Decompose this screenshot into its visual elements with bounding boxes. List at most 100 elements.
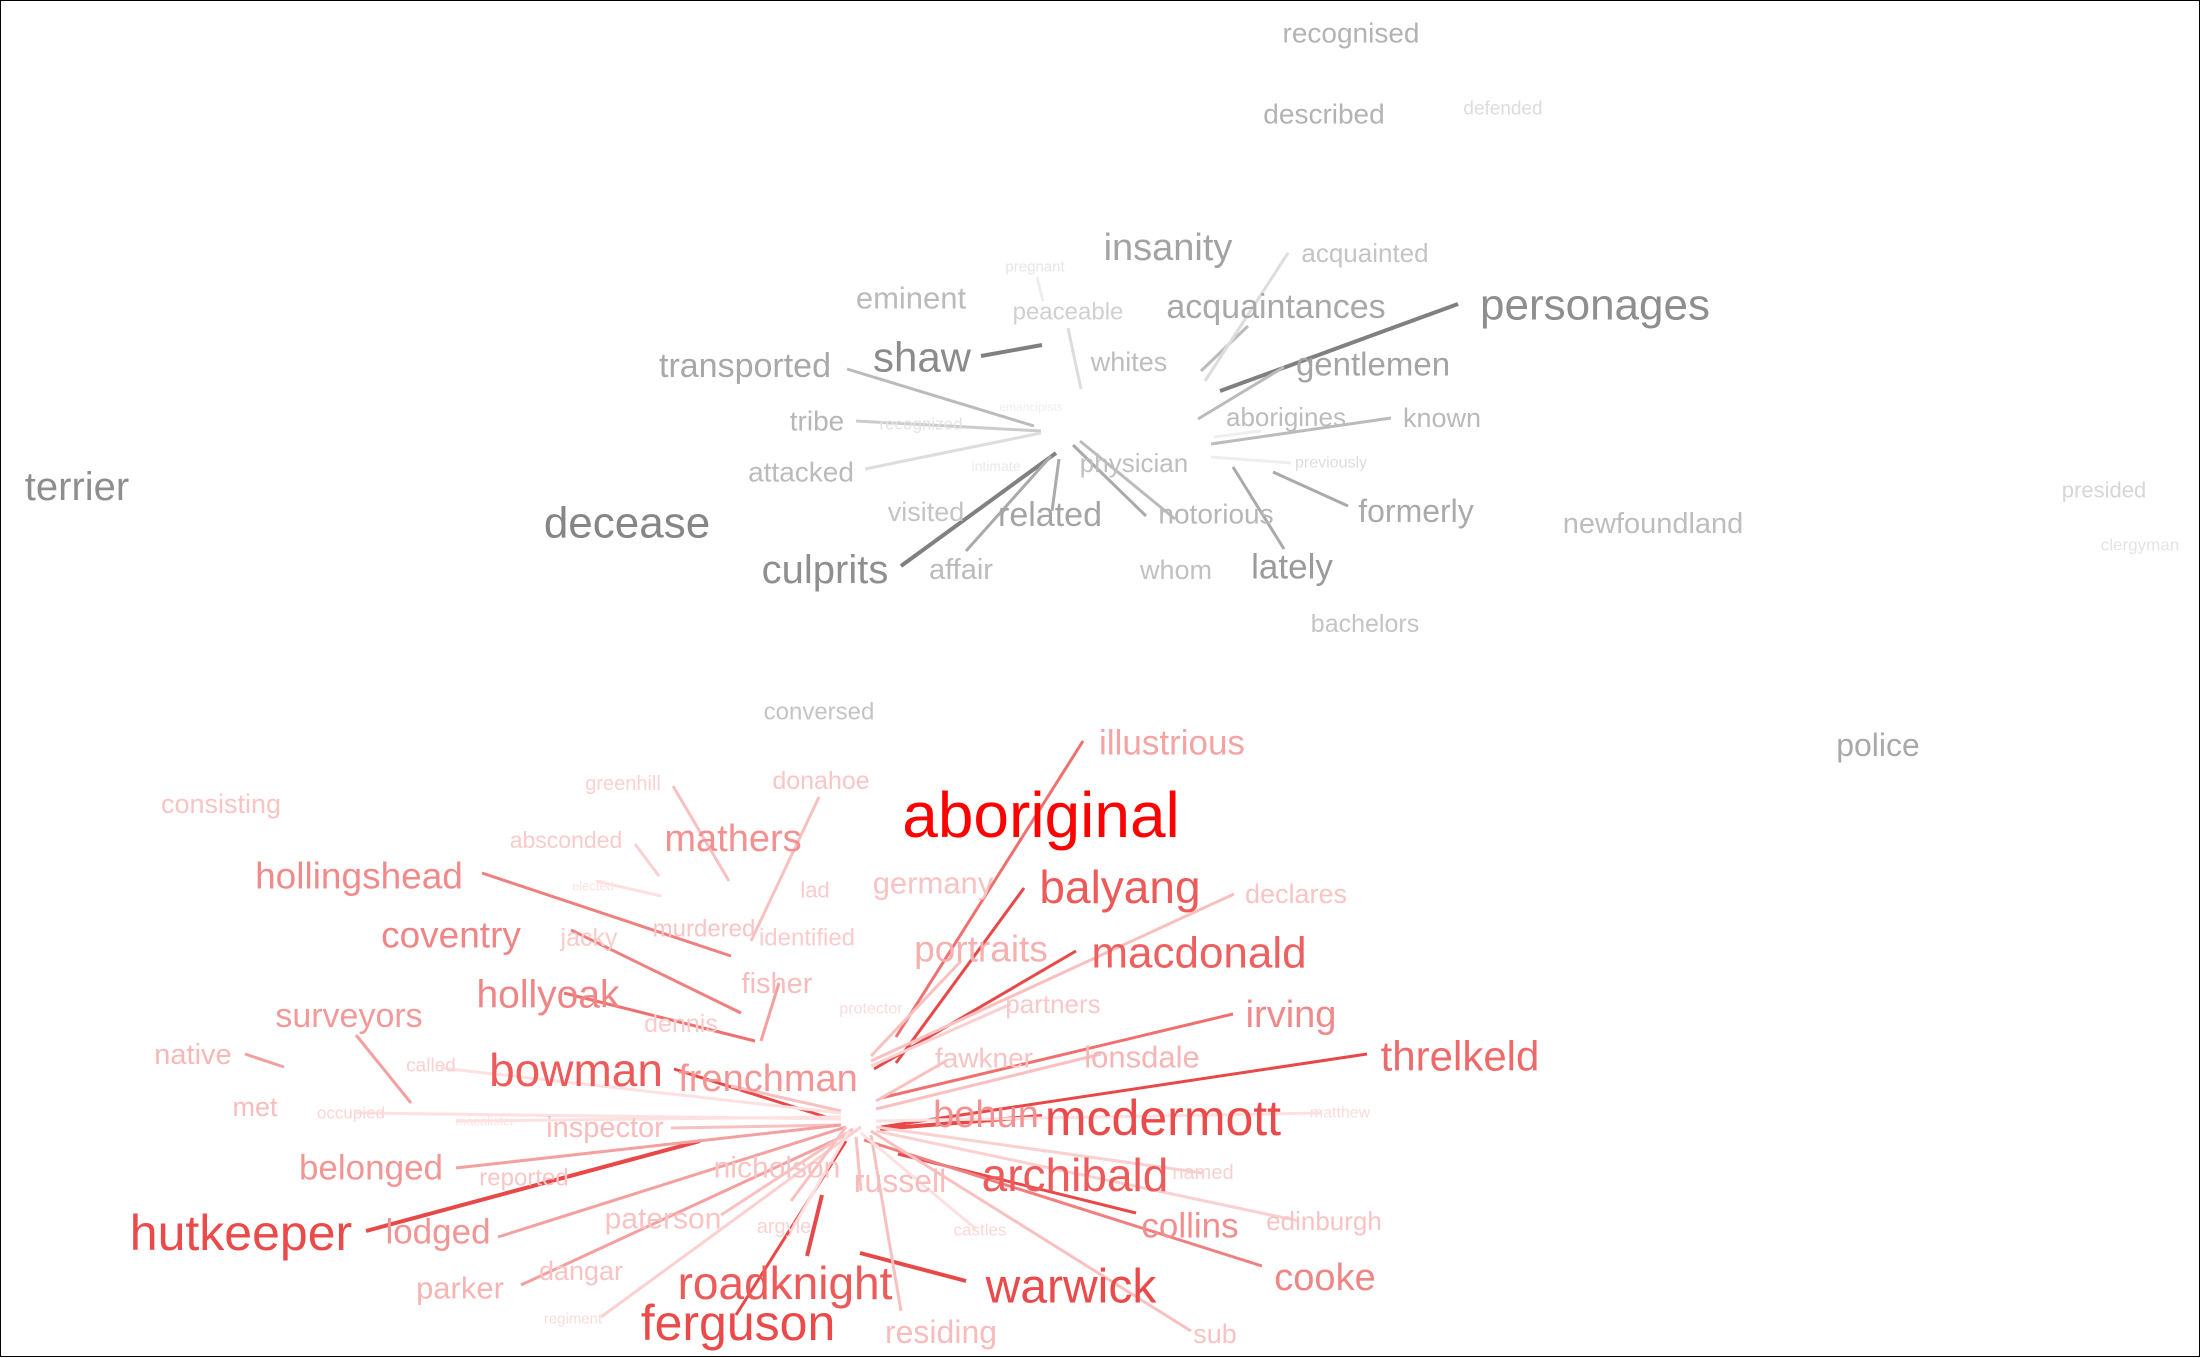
word-label: affair: [929, 554, 993, 586]
edge-line: [880, 1012, 1234, 1100]
word-label: intimate: [971, 458, 1020, 474]
word-label: lodged: [385, 1213, 490, 1252]
word-label: reported: [479, 1165, 568, 1192]
word-label: surveyors: [275, 997, 422, 1035]
edge-line: [855, 419, 1042, 433]
edge-line: [1210, 455, 1292, 465]
edge-line: [497, 1125, 847, 1239]
word-label: met: [232, 1092, 278, 1122]
word-label: fawkner: [935, 1043, 1033, 1074]
edge-line: [863, 1138, 1263, 1268]
word-label: aboriginal: [902, 779, 1180, 851]
word-label: decease: [544, 499, 710, 548]
edge-line: [869, 1134, 903, 1312]
word-label: whom: [1139, 555, 1212, 585]
word-label: archibald: [982, 1149, 1169, 1201]
word-label: germany: [873, 866, 994, 901]
word-label: coventry: [381, 915, 521, 956]
word-label: regiment: [544, 1311, 603, 1328]
word-label: ferguson: [641, 1295, 836, 1351]
word-label: balyang: [1039, 861, 1200, 913]
edge-line: [570, 928, 742, 1015]
edge-line: [365, 1139, 701, 1233]
word-label: hollyoak: [476, 974, 620, 1017]
edge-line: [670, 1123, 842, 1130]
edge-line: [1197, 365, 1285, 421]
word-label: defended: [1463, 99, 1542, 120]
word-label: protector: [839, 1001, 903, 1018]
word-label: partners: [1005, 989, 1100, 1019]
word-label: belonged: [299, 1149, 443, 1188]
word-label: illustrious: [1099, 724, 1245, 763]
word-label: newfoundland: [1563, 508, 1744, 540]
word-label: described: [1263, 99, 1384, 130]
word-label: whites: [1090, 347, 1168, 377]
word-label: roadknight: [678, 1257, 893, 1309]
word-label: mathers: [664, 818, 801, 860]
word-label: elected: [572, 879, 614, 894]
word-label: parker: [416, 1271, 504, 1306]
edge-line: [749, 796, 821, 942]
edge-line: [520, 1133, 847, 1287]
edge-line: [875, 1125, 1204, 1175]
edge-line: [730, 1084, 842, 1113]
word-label-layer: recognised described defended insanity acqua…: [25, 18, 2179, 1352]
word-label: named: [1172, 1162, 1233, 1184]
word-label: mcdermott: [1045, 1090, 1281, 1146]
word-label: warwick: [985, 1261, 1158, 1314]
edge-line: [720, 1127, 854, 1217]
word-label: shaw: [873, 334, 972, 381]
edge-line: [455, 1123, 842, 1170]
edge-line: [1071, 443, 1148, 518]
word-label: macalister: [455, 1114, 515, 1129]
word-label: irving: [1246, 994, 1337, 1036]
edge-line: [1213, 429, 1262, 439]
word-label: dennis: [644, 1010, 718, 1038]
edge-line: [869, 959, 963, 1058]
word-label: aborigines: [1226, 402, 1346, 432]
word-label: absconded: [510, 827, 623, 853]
edge-line: [875, 1129, 1300, 1223]
edge-line: [1272, 470, 1349, 508]
edge-line: [870, 1129, 1192, 1333]
word-label: occupied: [317, 1104, 385, 1123]
word-label: recognised: [1283, 18, 1420, 49]
word-label: residing: [885, 1314, 997, 1350]
edge-line: [1079, 439, 1176, 521]
word-label: related: [998, 496, 1102, 534]
word-label: personages: [1480, 281, 1710, 330]
edge-line: [1219, 302, 1459, 393]
word-label: eminent: [856, 281, 967, 316]
word-label: castles: [954, 1221, 1007, 1240]
word-label: formerly: [1358, 493, 1474, 529]
word-label: threlkeld: [1381, 1033, 1540, 1080]
word-label: culprits: [762, 548, 889, 592]
edge-line: [980, 343, 1043, 358]
word-label: frenchman: [678, 1058, 858, 1100]
word-label: insanity: [1104, 227, 1233, 269]
word-label: hutkeeper: [130, 1205, 352, 1261]
word-label: terrier: [25, 465, 129, 509]
word-label: fisher: [742, 968, 813, 1000]
edge-line: [860, 1131, 977, 1231]
word-label: acquaintances: [1166, 288, 1385, 326]
word-label: dangar: [539, 1256, 623, 1286]
word-label: identified: [759, 925, 855, 952]
word-label: known: [1403, 403, 1481, 433]
word-label: lonsdale: [1084, 1040, 1199, 1075]
word-label: peaceable: [1013, 299, 1124, 326]
word-label: presided: [2062, 478, 2146, 503]
word-label: visited: [888, 497, 965, 527]
edge-line: [595, 879, 662, 898]
edge-line: [864, 431, 1042, 471]
edge-line: [1066, 327, 1083, 390]
word-label: consisting: [161, 789, 281, 819]
edge-line: [354, 1034, 413, 1104]
edge-line: [875, 1059, 947, 1103]
edge-line: [870, 1002, 1012, 1068]
word-label: cooke: [1274, 1257, 1375, 1299]
word-label: conversed: [764, 699, 875, 726]
word-label: lad: [800, 878, 829, 903]
